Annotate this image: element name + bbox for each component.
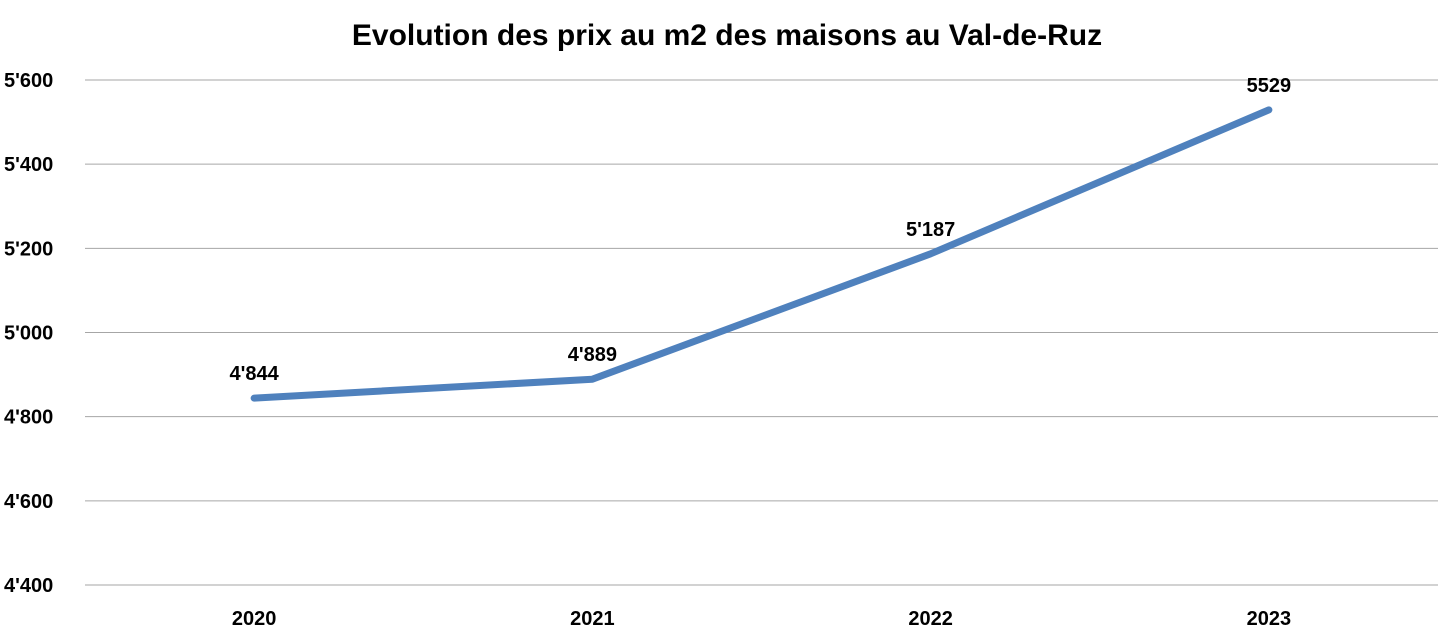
x-tick-label: 2022 (908, 608, 953, 630)
y-tick-label: 5'600 (4, 70, 53, 92)
y-tick-label: 4'400 (4, 575, 53, 597)
data-label: 4'889 (568, 344, 617, 366)
data-label: 4'844 (230, 363, 280, 385)
chart-title: Evolution des prix au m2 des maisons au … (352, 19, 1102, 52)
x-tick-label: 2023 (1247, 608, 1292, 630)
y-tick-label: 5'400 (4, 154, 53, 176)
series-line (250, 106, 1273, 402)
data-labels: 4'844 4'889 5'187 5529 (230, 75, 1292, 385)
x-tick-label: 2021 (570, 608, 615, 630)
y-tick-label: 5'000 (4, 323, 53, 345)
series-group (250, 106, 1273, 402)
x-tick-label: 2020 (232, 608, 277, 630)
y-axis: 4'400 4'600 4'800 5'000 5'200 5'400 5'600 (4, 70, 53, 597)
y-tick-label: 5'200 (4, 238, 53, 260)
data-label: 5'187 (906, 219, 955, 241)
x-axis: 2020 2021 2022 2023 (232, 608, 1291, 630)
data-label: 5529 (1247, 75, 1292, 97)
y-tick-label: 4'800 (4, 407, 53, 429)
y-tick-label: 4'600 (4, 491, 53, 513)
gridlines (85, 79, 1438, 586)
